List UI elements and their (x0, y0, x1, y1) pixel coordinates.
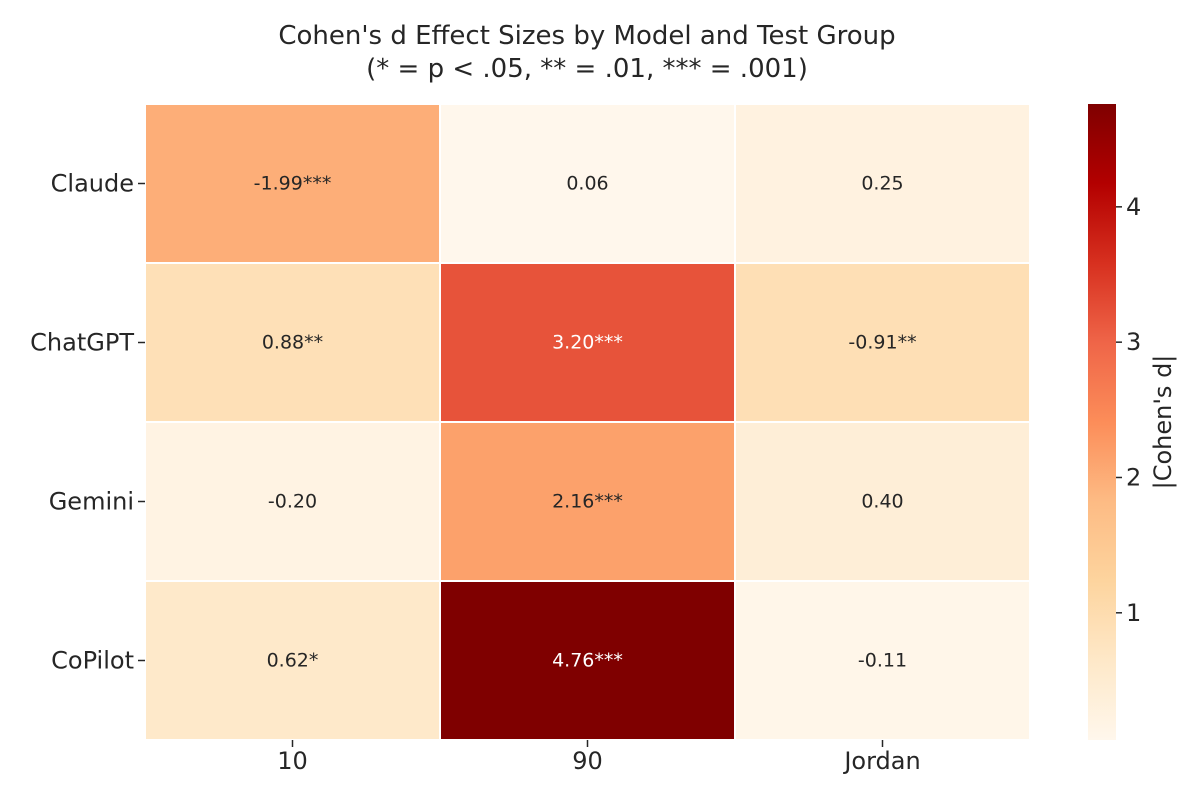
colorbar-tick-label: 3 (1126, 328, 1141, 356)
heatmap-cells (144, 103, 1031, 741)
cell-annotation: 0.06 (566, 173, 608, 195)
colorbar-tick-label: 4 (1126, 193, 1141, 221)
cell-annotation: 0.88** (262, 332, 323, 354)
heatmap-cell (439, 103, 736, 264)
x-tick-label: 90 (572, 747, 603, 775)
heatmap-cell (439, 262, 736, 423)
colorbar: 1 2 3 4 |Cohen's d| (1088, 104, 1177, 740)
cell-annotation: 2.16*** (552, 491, 623, 513)
cell-annotation: 0.25 (861, 173, 903, 195)
cell-annotation: 3.20*** (552, 332, 623, 354)
y-tick-label: Gemini (49, 488, 134, 516)
colorbar-tick-label: 2 (1126, 463, 1141, 491)
colorbar-tick-label: 1 (1126, 599, 1141, 627)
cell-annotation: -0.11 (858, 650, 907, 672)
heatmap-cell (144, 580, 441, 741)
heatmap-cell (144, 262, 441, 423)
x-tick-label: Jordan (842, 747, 920, 775)
heatmap-cell (144, 103, 441, 264)
colorbar-ticks: 1 2 3 4 (1116, 193, 1141, 627)
y-tick-label: ChatGPT (30, 329, 134, 357)
heatmap-cell (439, 421, 736, 582)
colorbar-gradient (1088, 104, 1116, 740)
chart-title: Cohen's d Effect Sizes by Model and Test… (278, 21, 895, 51)
chart-subtitle: (* = p < .05, ** = .01, *** = .001) (366, 54, 808, 84)
cell-annotation: -1.99*** (254, 173, 332, 195)
heatmap-cell (734, 103, 1031, 264)
colorbar-label: |Cohen's d| (1149, 355, 1177, 490)
x-tick-label: 10 (277, 747, 308, 775)
cell-annotations: -1.99*** 0.06 0.25 0.88** 3.20*** -0.91** -0.2… (254, 173, 917, 672)
cell-annotation: 0.40 (861, 491, 903, 513)
y-axis: Claude ChatGPT Gemini CoPilot (30, 170, 145, 675)
cell-annotation: 4.76*** (552, 650, 623, 672)
cell-annotation: 0.62* (267, 650, 319, 672)
y-tick-label: CoPilot (51, 647, 134, 675)
cell-annotation: -0.20 (268, 491, 317, 513)
y-tick-label: Claude (51, 170, 134, 198)
heatmap-cell (734, 262, 1031, 423)
heatmap-cell (734, 580, 1031, 741)
x-axis: 10 90 Jordan (277, 740, 921, 775)
cell-annotation: -0.91** (848, 332, 916, 354)
